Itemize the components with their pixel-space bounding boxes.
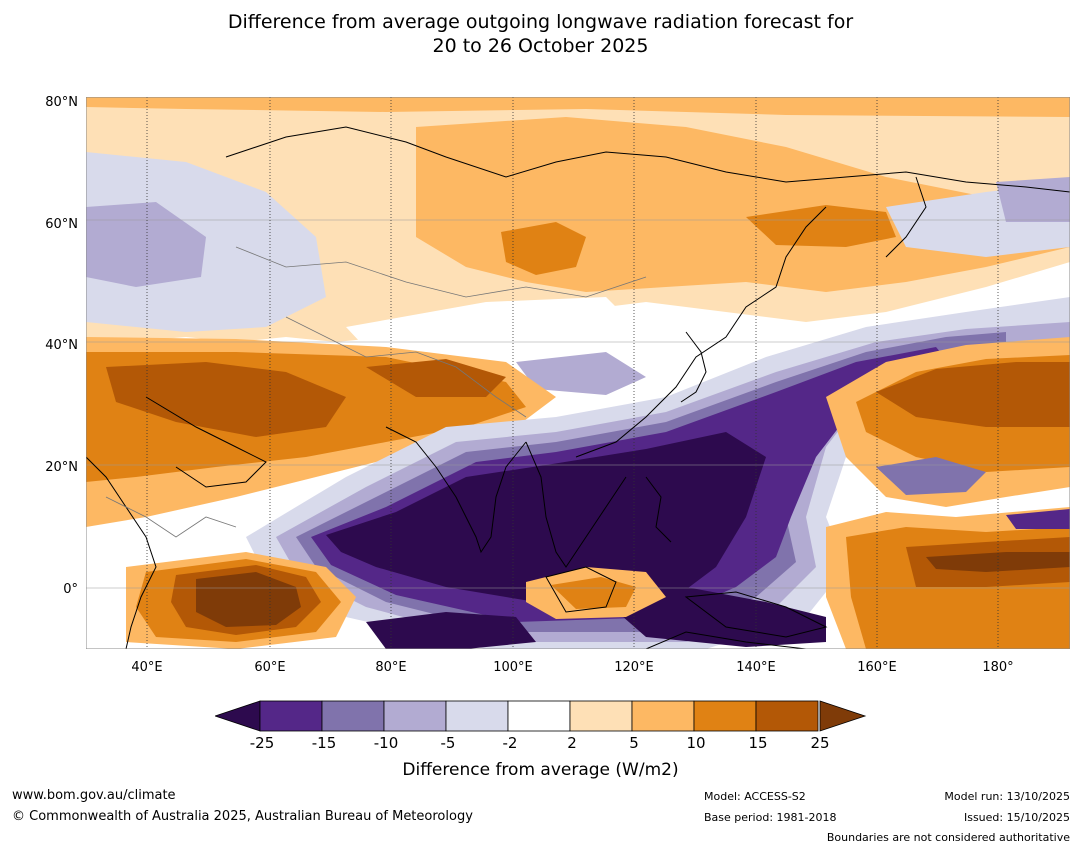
map-title-line-2: 20 to 26 October 2025: [432, 35, 649, 57]
coastline-africa: [86, 456, 157, 649]
website-link[interactable]: www.bom.gov.au/climate: [12, 788, 176, 803]
graticule: [86, 97, 1070, 589]
colorbar-tick-label: 2: [567, 734, 577, 752]
lat-label-equator: 0°: [63, 582, 78, 597]
lat-label-20n: 20°N: [45, 460, 78, 475]
colorbar-tick-label: -15: [311, 734, 337, 752]
coastline-india: [385, 426, 527, 554]
coastline-japan: [680, 331, 707, 403]
olr-anomaly-map: [86, 97, 1070, 649]
colorbar-cell: [383, 700, 447, 732]
colorbar-tick-label: -2: [502, 734, 518, 752]
coastline-arabia: [145, 396, 267, 488]
anomaly-region: [746, 205, 896, 247]
lon-label-140e: 140°E: [736, 660, 776, 675]
colorbar-tick-label: 5: [629, 734, 639, 752]
copyright-text: © Commonwealth of Australia 2025, Austra…: [12, 809, 473, 824]
colorbar-cell: [259, 700, 323, 732]
anomaly-region: [366, 359, 506, 397]
colorbar-tick-label: -5: [440, 734, 456, 752]
map-title-line-1: Difference from average outgoing longwav…: [227, 11, 854, 33]
lon-label-160e: 160°E: [857, 660, 897, 675]
lon-label-80e: 80°E: [375, 660, 407, 675]
coastline-new-guinea: [684, 591, 828, 638]
colorbar-cell: [321, 700, 385, 732]
meridians: [146, 97, 999, 649]
colorbar-title: Difference from average (W/m2): [402, 760, 679, 780]
anomaly-region: [86, 202, 206, 287]
model-name: Model: ACCESS-S2: [704, 790, 806, 803]
coastline-australia-north: [645, 631, 807, 649]
anomaly-region: [86, 97, 1070, 117]
colorbar-cell: [693, 700, 757, 732]
country-border: [105, 496, 237, 538]
country-border: [285, 316, 527, 418]
colorbar-cell: [631, 700, 695, 732]
coastlines: [86, 126, 1070, 649]
colorbar: [215, 700, 867, 732]
colorbar-cell: [755, 700, 819, 732]
country-border: [235, 246, 647, 298]
colorbar-tick-label: 10: [686, 734, 706, 752]
lon-label-100e: 100°E: [493, 660, 533, 675]
coastline-kamchatka: [885, 176, 927, 258]
anomaly-region: [1006, 509, 1070, 529]
boundary-disclaimer: Boundaries are not considered authoritat…: [826, 831, 1070, 844]
colorbar-cell: [445, 700, 509, 732]
anomaly-region: [366, 612, 536, 649]
lon-label-120e: 120°E: [614, 660, 654, 675]
lat-label-80n: 80°N: [45, 95, 78, 110]
colorbar-tick-label: -25: [249, 734, 275, 752]
colorbar-tick-label: -10: [373, 734, 399, 752]
base-period: Base period: 1981-2018: [704, 811, 837, 824]
colorbar-arrow-right: [819, 700, 867, 732]
issued-date: Issued: 15/10/2025: [963, 811, 1070, 824]
lon-label-40e: 40°E: [131, 660, 163, 675]
colorbar-tick-label: 15: [748, 734, 768, 752]
coastline-philippines: [645, 476, 672, 543]
colorbar-arrow-left: [215, 700, 261, 732]
lon-label-180: 180°: [982, 660, 1014, 675]
anomaly-region: [326, 432, 766, 607]
anomaly-region: [346, 297, 646, 365]
anomaly-region: [996, 177, 1070, 222]
colorbar-cell: [569, 700, 633, 732]
anomaly-region: [876, 457, 986, 495]
lat-label-60n: 60°N: [45, 217, 78, 232]
coastline-east-asia: [575, 206, 827, 458]
anomaly-region: [501, 222, 586, 275]
anomaly-region: [196, 572, 301, 627]
coastline-eurasia-north: [225, 126, 1070, 193]
anomaly-region: [86, 152, 326, 332]
coastline-borneo: [545, 566, 617, 613]
coastline-se-asia: [525, 441, 627, 568]
anomaly-region: [876, 362, 1070, 427]
anomaly-region: [106, 362, 346, 437]
lon-label-60e: 60°E: [254, 660, 286, 675]
anomaly-region: [516, 352, 646, 395]
model-run-date: Model run: 13/10/2025: [944, 790, 1070, 803]
country-boundaries: [105, 246, 647, 538]
colorbar-cell: [507, 700, 571, 732]
anomaly-region: [606, 587, 826, 647]
colorbar-tick-label: 25: [810, 734, 830, 752]
lat-label-40n: 40°N: [45, 338, 78, 353]
